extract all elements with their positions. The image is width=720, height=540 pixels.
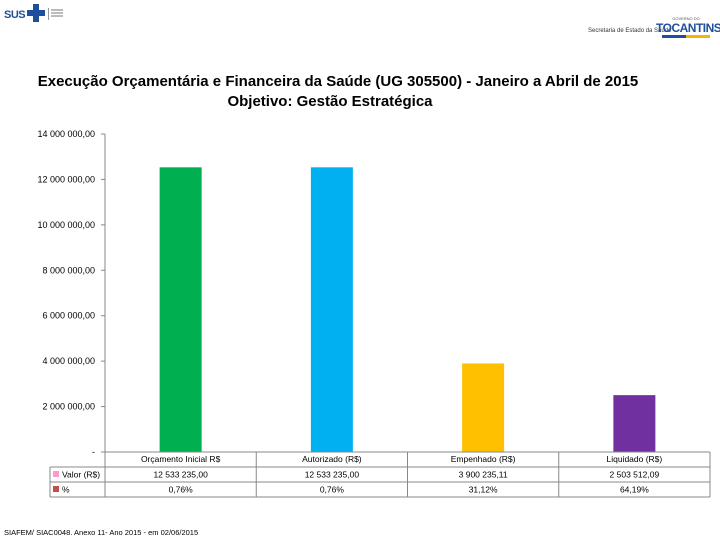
cross-icon [27,4,45,22]
sus-logo-text: SUS [4,9,26,21]
category-label: Orçamento Inicial R$ [141,454,221,464]
bar-2 [310,167,353,452]
data-label: 31,12% [469,485,498,495]
state-secretariat-text: Secretaria de Estado da Saúde [588,28,672,34]
data-label: 3 900 235,11 [459,470,508,480]
legend-key [53,471,59,477]
legend-key [53,486,59,492]
tocantins-logo-name: TOCANTINS [656,21,720,35]
legend-label: Valor (R$) [62,470,100,480]
data-label: 0,76% [320,485,345,495]
y-tick-label: 4 000 000,00 [42,356,95,366]
y-tick-label: 14 000 000,00 [37,129,95,139]
sus-logo: SUS [4,4,64,26]
tocantins-logo-top: GOVERNO DO [672,16,700,21]
chart-title: Execução Orçamentária e Financeira da Sa… [37,73,639,90]
y-tick-label: 12 000 000,00 [37,174,95,184]
data-label: 12 533 235,00 [305,470,360,480]
ministry-lines-icon [48,8,63,20]
data-label: 2 503 512,09 [610,470,660,480]
legend-label: % [62,485,70,495]
y-tick-label: 6 000 000,00 [42,311,95,321]
data-label: 64,19% [620,485,649,495]
data-label: 0,76% [169,485,194,495]
tocantins-logo-bar [662,35,710,38]
tocantins-logo: GOVERNO DO TOCANTINS [656,16,720,46]
source-note: SIAFEM/ SIAC0048. Anexo 11- Ano 2015 - e… [4,528,199,537]
y-tick-label: - [92,447,95,457]
bar-3 [462,363,505,452]
y-tick-label: 2 000 000,00 [42,402,95,412]
category-label: Empenhado (R$) [451,454,516,464]
y-tick-label: 10 000 000,00 [37,220,95,230]
category-label: Autorizado (R$) [302,454,362,464]
category-label: Liquidado (R$) [606,454,662,464]
bar-1 [159,167,202,452]
bar-4 [613,395,656,452]
y-tick-label: 8 000 000,00 [42,265,95,275]
data-label: 12 533 235,00 [153,470,208,480]
chart-subtitle: Objetivo: Gestão Estratégica [227,93,433,110]
